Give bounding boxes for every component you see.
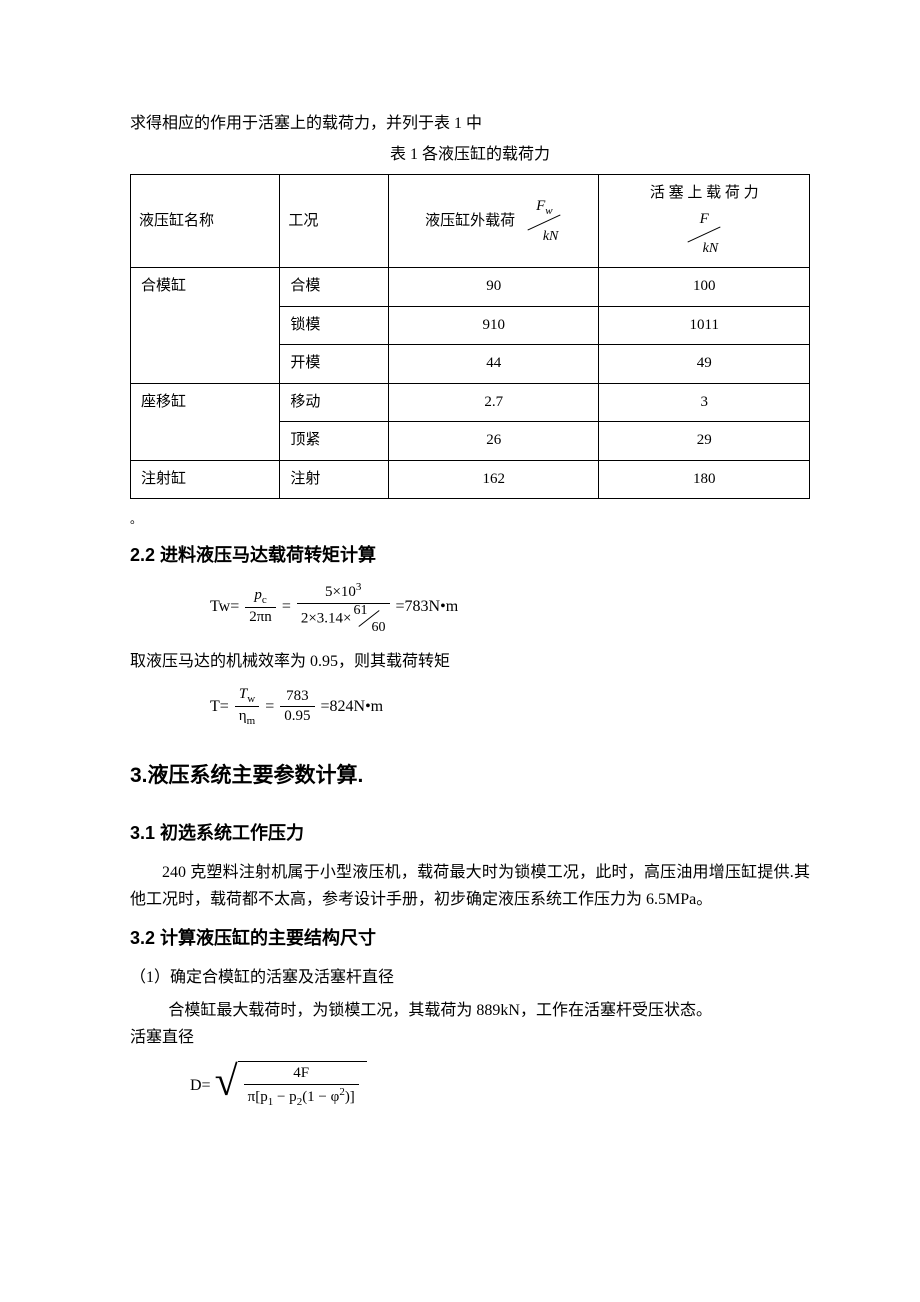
th-pis-label: 活 塞 上 载 荷 力	[650, 185, 759, 201]
pc-sub: c	[262, 594, 267, 606]
th-pis-fraction: F kN	[686, 207, 722, 261]
cell-cond: 锁模	[280, 306, 389, 345]
cell-cond: 合模	[280, 268, 389, 307]
th-cond: 工况	[280, 175, 389, 268]
cell-name: 座移缸	[131, 383, 280, 460]
diag-n: 61	[354, 602, 368, 620]
eq2-lhs: T=	[210, 693, 229, 720]
eq2-num2: 783	[282, 687, 313, 707]
efficiency-line: 取液压马达的机械效率为 0.95，则其载荷转矩	[130, 648, 810, 675]
eq2-frac2: 783 0.95	[280, 687, 314, 727]
stray-dot: 。	[130, 509, 810, 529]
cell-ext: 90	[389, 268, 599, 307]
equation-d: D= √ 4F π[p1 − p2(1 − φ2)]	[190, 1061, 810, 1109]
cell-name: 注射缸	[131, 460, 280, 499]
radical-sign: √	[215, 1061, 238, 1109]
eq1-den2a: 2×3.14×	[301, 610, 352, 626]
cell-pis: 49	[599, 345, 810, 384]
eta-sub: m	[247, 715, 256, 727]
cell-pis: 1011	[599, 306, 810, 345]
tw-num: T	[239, 686, 247, 702]
table-row: 注射缸注射162180	[131, 460, 810, 499]
eq2-eq: =	[265, 693, 274, 720]
th-ext-load: 液压缸外载荷 Fw kN	[389, 175, 599, 268]
eq1-frac1: pc 2πn	[245, 586, 276, 628]
piston-dia-label: 活塞直径	[130, 1024, 810, 1051]
cell-ext: 2.7	[389, 383, 599, 422]
table-header-row: 液压缸名称 工况 液压缸外载荷 Fw kN 活 塞 上 载 荷 力 F kN	[131, 175, 810, 268]
para-3-2-1: 合模缸最大载荷时，为锁模工况，其载荷为 889kN，工作在活塞杆受压状态。	[130, 997, 810, 1024]
sec-2-2-title: 2.2 进料液压马达载荷转矩计算	[130, 540, 810, 571]
eq1-lhs: Tw=	[210, 593, 239, 620]
cell-pis: 180	[599, 460, 810, 499]
cell-ext: 26	[389, 422, 599, 461]
cell-cond: 移动	[280, 383, 389, 422]
cell-cond: 注射	[280, 460, 389, 499]
eq3-lhs: D=	[190, 1072, 211, 1099]
sec-3-1-title: 3.1 初选系统工作压力	[130, 818, 810, 849]
fw-symbol: F	[536, 198, 545, 214]
item-3-2-1: （1）确定合模缸的活塞及活塞杆直径	[130, 964, 810, 991]
diag-61-60: 61 60	[352, 604, 386, 634]
cell-pis: 100	[599, 268, 810, 307]
table-row: 合模缸合模90100	[131, 268, 810, 307]
diag-d: 60	[372, 619, 386, 637]
th-piston-load: 活 塞 上 载 荷 力 F kN	[599, 175, 810, 268]
eq1-den1: 2πn	[245, 608, 276, 628]
eq3-dena: π[p	[248, 1089, 268, 1105]
cell-cond: 开模	[280, 345, 389, 384]
kn-unit: kN	[526, 225, 562, 249]
eq3-dend: )]	[345, 1089, 355, 1105]
para-3-1: 240 克塑料注射机属于小型液压机，载荷最大时为锁模工况，此时，高压油用增压缸提…	[130, 859, 810, 913]
table-caption: 表 1 各液压缸的载荷力	[130, 141, 810, 168]
eq1-sup: 3	[356, 581, 362, 593]
cell-ext: 162	[389, 460, 599, 499]
sec-3-title: 3.液压系统主要参数计算.	[130, 758, 810, 794]
eq3-frac: 4F π[p1 − p2(1 − φ2)]	[244, 1064, 359, 1109]
th-ext-fraction: Fw kN	[526, 194, 562, 249]
equation-tw: Tw= pc 2πn = 5×103 2×3.14× 61 60 =783N•m	[210, 580, 810, 634]
eq2-frac1: Tw ηm	[235, 685, 259, 729]
eta: η	[239, 708, 247, 724]
cell-ext: 44	[389, 345, 599, 384]
pc-num: p	[254, 587, 262, 603]
sqrt-expr: √ 4F π[p1 − p2(1 − φ2)]	[215, 1061, 367, 1109]
eq1-result: =783N•m	[396, 593, 459, 620]
eq1-frac2: 5×103 2×3.14× 61 60	[297, 580, 390, 634]
fw-sub: w	[545, 205, 552, 217]
load-table: 液压缸名称 工况 液压缸外载荷 Fw kN 活 塞 上 载 荷 力 F kN 合…	[130, 174, 810, 499]
eq3-num: 4F	[289, 1064, 313, 1084]
cell-cond: 顶紧	[280, 422, 389, 461]
eq2-den2: 0.95	[280, 707, 314, 727]
eq1-num2: 5×10	[325, 584, 356, 600]
intro-text: 求得相应的作用于活塞上的载荷力，并列于表 1 中	[130, 110, 810, 137]
cell-pis: 3	[599, 383, 810, 422]
cell-ext: 910	[389, 306, 599, 345]
eq1-eq1: =	[282, 593, 291, 620]
sec-3-2-title: 3.2 计算液压缸的主要结构尺寸	[130, 923, 810, 954]
th-name: 液压缸名称	[131, 175, 280, 268]
table-body: 合模缸合模90100锁模9101011开模4449座移缸移动2.73顶紧2629…	[131, 268, 810, 499]
cell-pis: 29	[599, 422, 810, 461]
kn-unit-2: kN	[686, 237, 722, 261]
cell-name: 合模缸	[131, 268, 280, 384]
equation-t: T= Tw ηm = 783 0.95 =824N•m	[210, 685, 810, 729]
th-ext-label: 液压缸外载荷	[425, 213, 515, 229]
eq3-denb: − p	[273, 1089, 296, 1105]
eq3-denc: (1 − φ	[302, 1089, 339, 1105]
tw-sub: w	[247, 693, 255, 705]
eq2-result: =824N•m	[321, 693, 384, 720]
table-row: 座移缸移动2.73	[131, 383, 810, 422]
